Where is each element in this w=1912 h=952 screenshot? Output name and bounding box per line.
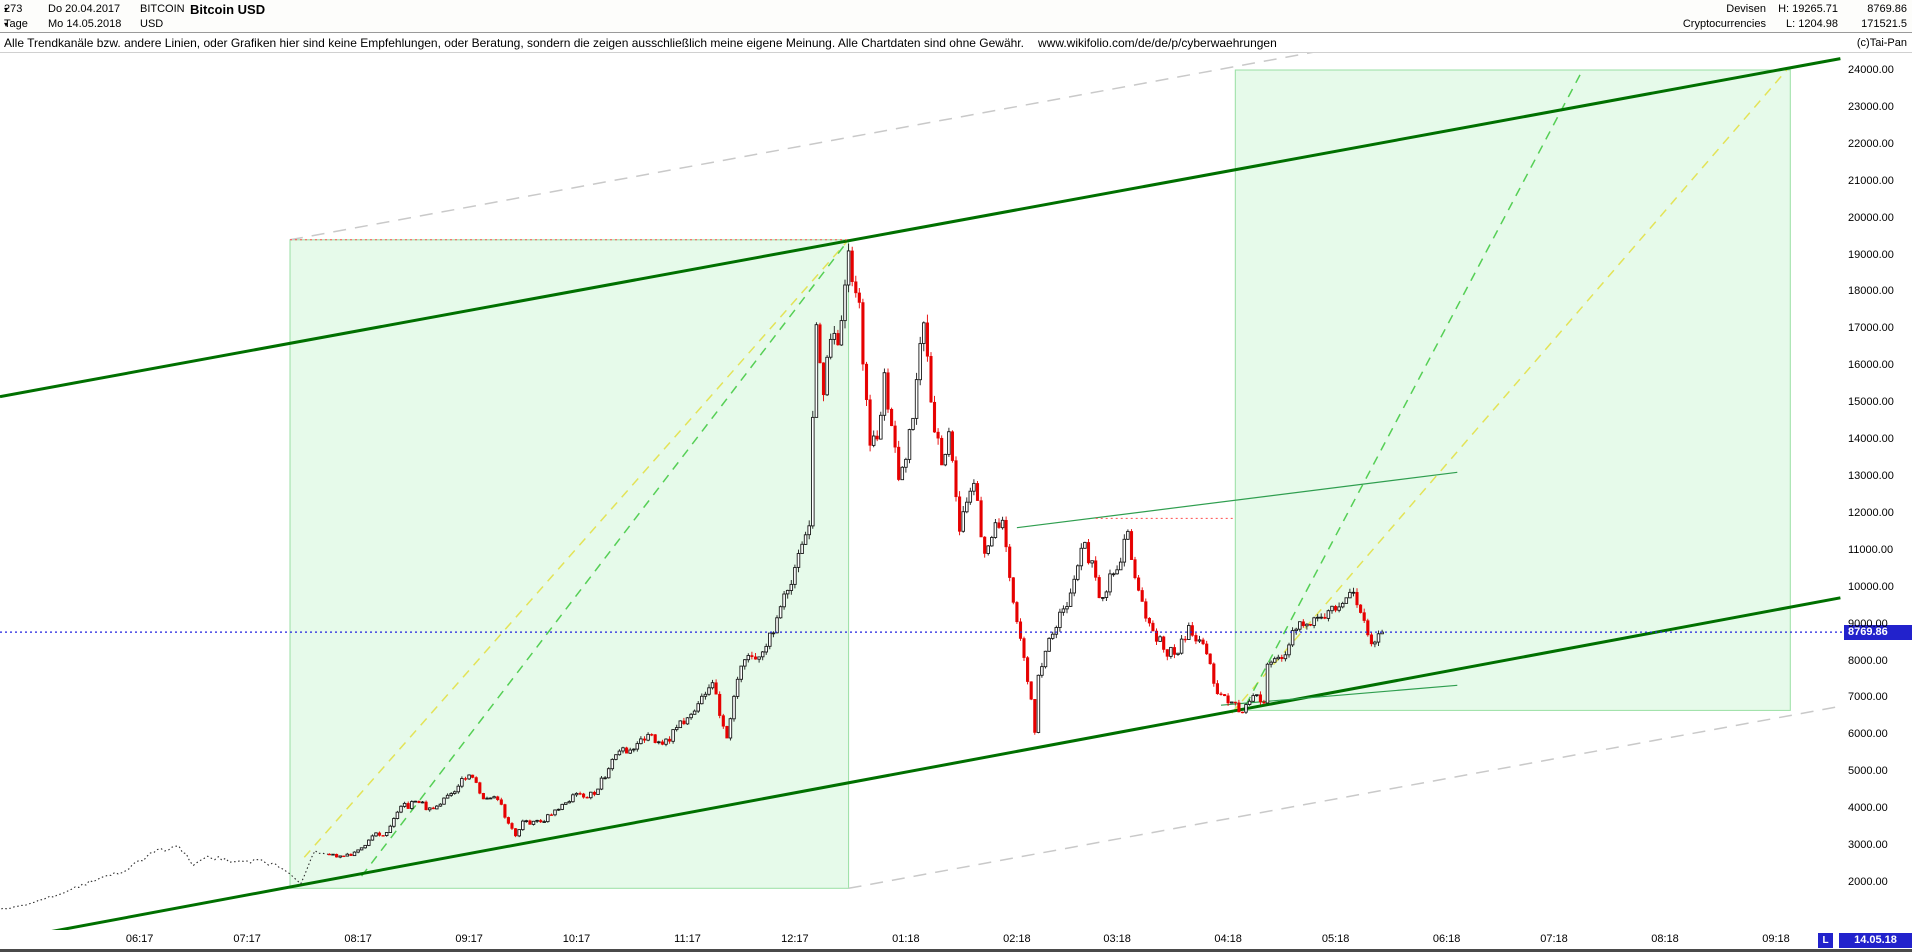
time-axis-tick: 07:18 xyxy=(1540,933,1568,945)
category-bottom: Cryptocurrencies xyxy=(1682,18,1766,30)
price-axis-tick: 12000.00 xyxy=(1848,506,1894,519)
candles-down xyxy=(327,246,1373,858)
current-price-tag: 8769.86 xyxy=(1844,624,1912,640)
window-bottom-edge xyxy=(0,949,1912,952)
high-value: H: 19265.71 xyxy=(1778,3,1838,15)
range-start-date: Do 20.04.2017 xyxy=(48,3,121,15)
period-value: Tage xyxy=(4,18,28,30)
range-end-date: Mo 14.05.2018 xyxy=(48,18,122,30)
main-channel-lower xyxy=(51,596,1841,930)
secondary-value: 171521.5 xyxy=(1861,18,1907,30)
bars-count-dropdown[interactable]: 273 ▾ xyxy=(4,3,22,15)
price-axis-tick: 15000.00 xyxy=(1848,396,1894,409)
price-axis-tick: 18000.00 xyxy=(1848,285,1894,298)
price-axis-tick: 11000.00 xyxy=(1848,543,1894,556)
time-axis-tick: 05:18 xyxy=(1321,933,1350,945)
trend-channel-regions xyxy=(289,69,1791,889)
price-axis-tick: 21000.00 xyxy=(1848,174,1894,187)
horizontal-level-lines xyxy=(0,239,1844,633)
price-axis-tick: 6000.00 xyxy=(1848,728,1888,741)
time-axis-tick: 04:18 xyxy=(1214,933,1242,945)
price-axis-tick: 10000.00 xyxy=(1848,580,1894,593)
period-dropdown[interactable]: Tage ▾ xyxy=(4,18,28,30)
time-axis-tick: 08:18 xyxy=(1651,933,1679,945)
wikifolio-url: www.wikifolio.com/de/de/p/cyberwaehrunge… xyxy=(1037,36,1277,50)
price-axis-tick: 13000.00 xyxy=(1848,470,1894,482)
time-axis-tick: 11:17 xyxy=(674,933,701,945)
time-axis-tick: 09:18 xyxy=(1762,933,1790,945)
chart-title: Bitcoin USD xyxy=(190,2,266,17)
price-axis-tick: 24000.00 xyxy=(1848,64,1894,76)
time-axis-tick: 02:18 xyxy=(1003,933,1031,945)
price-axis-tick: 7000.00 xyxy=(1848,691,1888,704)
green-fan-2018 xyxy=(1245,69,1584,706)
price-axis-tick: 19000.00 xyxy=(1848,248,1894,261)
time-axis-tick: 06:18 xyxy=(1432,933,1461,945)
time-axis-tick: 07:17 xyxy=(233,933,261,945)
price-axis-tick: 5000.00 xyxy=(1848,765,1888,778)
time-axis-tick: 03:18 xyxy=(1103,933,1131,945)
disclaimer-text: Alle Trendkanäle bzw. andere Linien, ode… xyxy=(4,36,1024,50)
copyright-label: (c)Tai-Pan xyxy=(1856,37,1907,49)
time-axis[interactable]: 06:17 07:17 08:17 09:17 10:17 11:17 12:17 01:18… xyxy=(0,930,1844,952)
price-axis-tick: 20000.00 xyxy=(1848,211,1894,224)
time-axis-tick: 09:17 xyxy=(455,933,483,945)
price-axis-tick: 2000.00 xyxy=(1848,876,1888,888)
category-top: Devisen xyxy=(1726,3,1766,15)
dropdown-caret-icon: ▾ xyxy=(4,20,9,29)
price-chart[interactable] xyxy=(0,53,1844,930)
time-axis-tick: 06:17 xyxy=(125,933,154,945)
last-bar-marker: L xyxy=(1818,933,1833,948)
yellow-fan-2018 xyxy=(1231,69,1788,714)
disclaimer-bar: Alle Trendkanäle bzw. andere Linien, ode… xyxy=(0,34,1912,53)
chart-header: 273 ▾ Do 20.04.2017 BITCOIN Bitcoin USD … xyxy=(0,0,1912,33)
trend-lines xyxy=(0,53,1841,930)
price-axis-tick: 23000.00 xyxy=(1848,100,1894,113)
symbol-code: BITCOIN xyxy=(140,3,185,15)
bars-count-value: 273 xyxy=(4,3,23,15)
chart-plot-area[interactable] xyxy=(0,53,1844,930)
time-axis-tick: 12:17 xyxy=(781,933,809,945)
green-fan-2017 xyxy=(361,239,850,877)
low-value: L: 1204.98 xyxy=(1786,18,1838,30)
last-date-tag: 14.05.18 xyxy=(1839,933,1912,948)
price-axis-tick: 8000.00 xyxy=(1848,654,1888,667)
candles-up xyxy=(331,243,1384,859)
dropdown-caret-icon: ▾ xyxy=(4,5,9,14)
resistance-trendline xyxy=(1016,471,1458,529)
price-axis-tick: 22000.00 xyxy=(1848,137,1894,150)
time-axis-tick: 10:17 xyxy=(562,933,591,945)
main-channel-upper xyxy=(0,57,1841,399)
price-axis[interactable]: 8769.86 24000.00 23000.00 22000.00 21000.00… xyxy=(1844,53,1912,930)
price-axis-tick: 4000.00 xyxy=(1848,802,1888,815)
gray-channel-lower xyxy=(848,705,1841,890)
price-axis-tick: 9000.00 xyxy=(1848,617,1888,630)
time-axis-tick: 08:17 xyxy=(344,933,372,945)
price-axis-tick: 16000.00 xyxy=(1848,359,1894,372)
symbol-currency: USD xyxy=(140,18,164,30)
time-axis-tick: 01:18 xyxy=(892,933,920,945)
price-axis-tick: 17000.00 xyxy=(1848,322,1894,335)
price-axis-tick: 3000.00 xyxy=(1848,839,1888,852)
price-axis-tick: 14000.00 xyxy=(1848,433,1894,446)
pre-history-dotted-line xyxy=(0,845,330,910)
last-price-value: 8769.86 xyxy=(1867,3,1907,15)
